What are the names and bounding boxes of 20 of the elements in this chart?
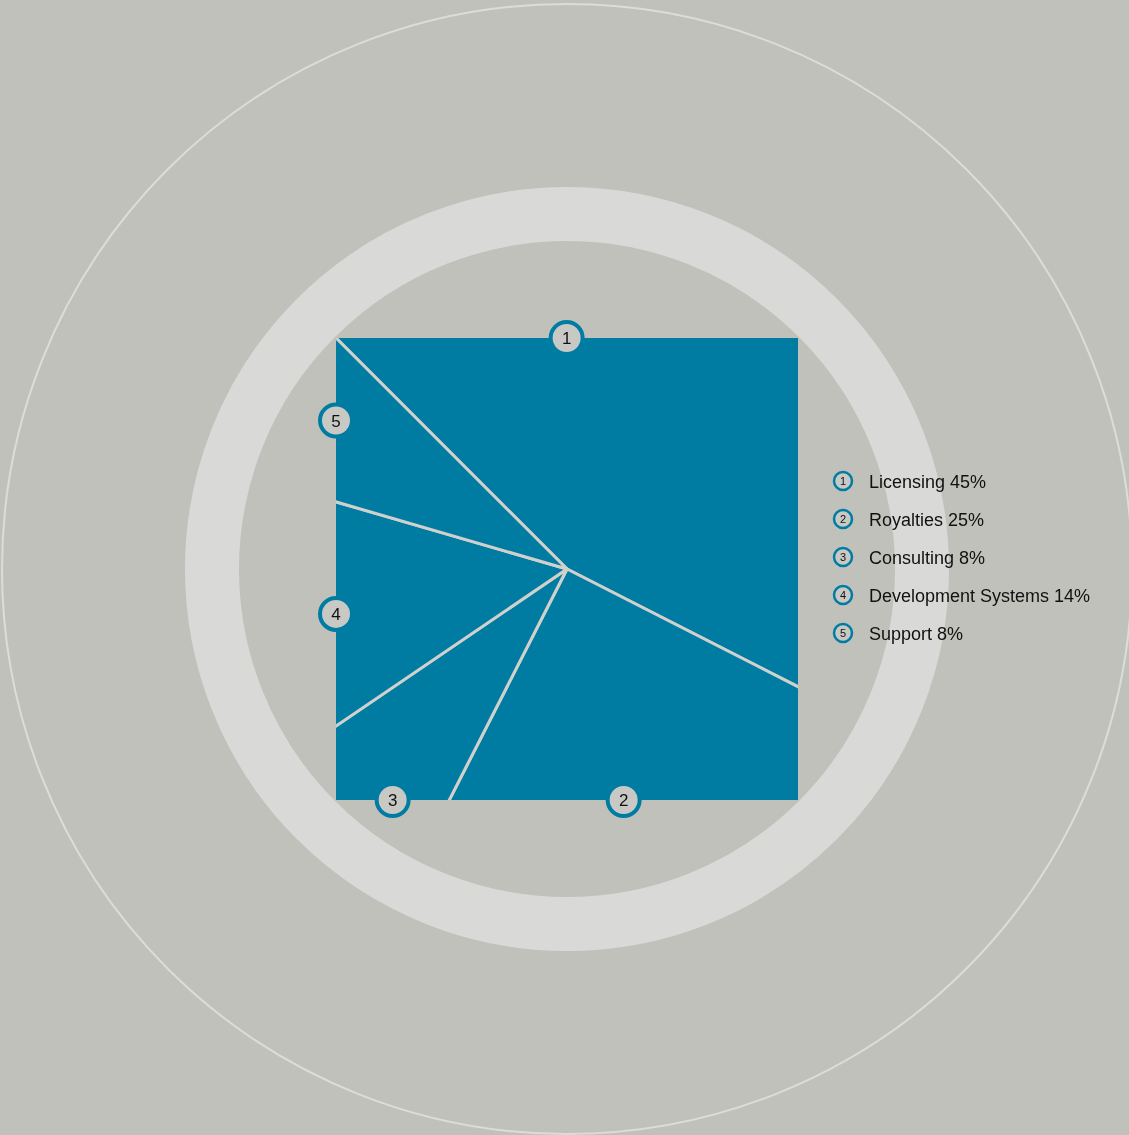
text: 5 [331,411,341,431]
data-label: 8% [959,548,986,568]
legend-label: Consulting [869,548,955,568]
data-label: 45% [950,472,987,492]
data-label: 25% [948,510,985,530]
text: 3 [839,551,847,563]
data-label: 8% [937,624,964,644]
text: 2 [618,791,629,810]
text: 2 [839,513,847,525]
text: 1 [839,475,847,487]
text: 4 [839,589,847,601]
text: 5 [839,627,847,639]
legend-label: Royalties [869,510,944,530]
legend-label: Development Systems [869,586,1050,606]
legend-label: Support [869,624,933,644]
data-label: 14% [1054,586,1091,606]
legend-label: Licensing [869,472,946,492]
text: 3 [387,791,398,810]
text: 4 [331,604,341,624]
text: 1 [561,329,572,348]
